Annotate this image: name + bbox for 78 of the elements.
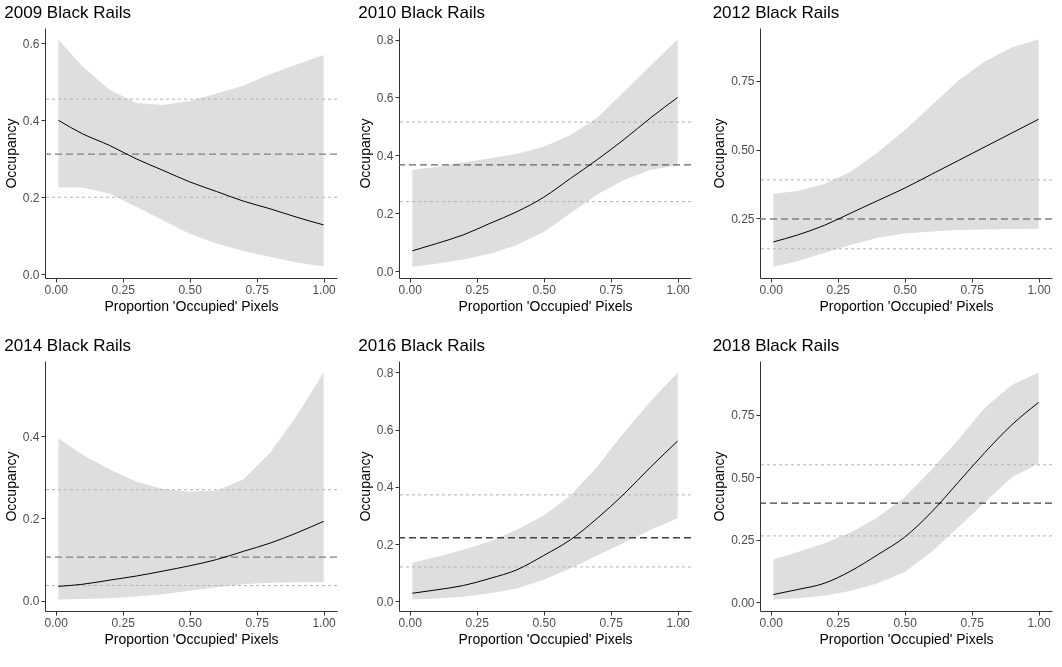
x-axis-title: Proportion 'Occupied' Pixels xyxy=(104,630,279,647)
y-tick-label: 0.6 xyxy=(376,90,394,105)
y-tick-label: 0.0 xyxy=(22,267,40,282)
y-tick-label: 0.00 xyxy=(731,595,755,610)
y-axis-title: Occupancy xyxy=(2,118,19,189)
y-tick-label: 0.75 xyxy=(731,408,755,423)
chart-title: 2010 Black Rails xyxy=(358,3,485,22)
y-tick-label: 0.0 xyxy=(22,594,40,609)
line-series xyxy=(411,96,679,252)
x-tick-label: 0.50 xyxy=(532,615,557,630)
y-tick-label: 0.2 xyxy=(376,537,394,552)
line-series xyxy=(411,440,679,594)
y-tick-label: 0.2 xyxy=(22,511,40,526)
x-tick-label: 0.25 xyxy=(826,282,851,297)
chart-title: 2012 Black Rails xyxy=(712,3,840,22)
x-tick-label: 0.00 xyxy=(398,615,423,630)
x-tick-label: 0.00 xyxy=(44,282,69,297)
x-tick-label: 0.50 xyxy=(893,282,918,297)
x-tick-label: 1.00 xyxy=(312,615,337,630)
chart-title: 2018 Black Rails xyxy=(712,336,840,355)
y-tick-label: 0.50 xyxy=(731,470,755,485)
chart-title: 2009 Black Rails xyxy=(4,3,131,22)
x-tick-label: 0.50 xyxy=(178,282,203,297)
x-tick-label: 0.75 xyxy=(245,615,270,630)
x-tick-label: 0.75 xyxy=(599,282,624,297)
y-tick-label: 0.8 xyxy=(376,33,394,48)
x-tick-label: 0.75 xyxy=(245,282,270,297)
x-tick-label: 0.25 xyxy=(465,282,490,297)
x-tick-label: 0.50 xyxy=(893,615,918,630)
y-tick-label: 0.25 xyxy=(731,211,755,226)
x-tick-label: 0.00 xyxy=(398,282,423,297)
x-axis-title: Proportion 'Occupied' Pixels xyxy=(819,297,994,314)
y-tick-label: 0.6 xyxy=(376,423,394,438)
y-tick-label: 0.4 xyxy=(376,148,394,163)
y-tick-label: 0.4 xyxy=(22,113,40,128)
y-tick-label: 0.50 xyxy=(731,143,755,158)
x-tick-label: 0.25 xyxy=(465,615,490,630)
line-series xyxy=(772,118,1040,243)
x-tick-label: 0.00 xyxy=(759,282,784,297)
x-tick-label: 0.75 xyxy=(960,282,985,297)
x-tick-label: 0.25 xyxy=(111,282,136,297)
line-series xyxy=(57,520,325,587)
x-axis-title: Proportion 'Occupied' Pixels xyxy=(104,297,279,314)
y-tick-label: 0.75 xyxy=(731,74,755,89)
y-axis-title: Occupancy xyxy=(356,118,373,189)
y-tick-label: 0.25 xyxy=(731,533,755,548)
y-tick-label: 0.2 xyxy=(376,206,394,221)
y-tick-label: 0.0 xyxy=(376,264,394,279)
chart-title: 2016 Black Rails xyxy=(358,336,485,355)
x-axis-title: Proportion 'Occupied' Pixels xyxy=(458,630,633,647)
y-tick-label: 0.4 xyxy=(376,480,394,495)
y-axis-title: Occupancy xyxy=(2,451,19,522)
x-tick-label: 1.00 xyxy=(1027,615,1052,630)
y-tick-label: 0.8 xyxy=(376,365,394,380)
x-tick-label: 1.00 xyxy=(1027,282,1052,297)
x-tick-label: 0.25 xyxy=(826,615,851,630)
x-tick-label: 0.75 xyxy=(960,615,985,630)
x-tick-label: 0.50 xyxy=(532,282,557,297)
y-tick-label: 0.4 xyxy=(22,429,40,444)
chart-title: 2014 Black Rails xyxy=(4,336,131,355)
x-axis-title: Proportion 'Occupied' Pixels xyxy=(458,297,633,314)
x-tick-label: 1.00 xyxy=(666,282,691,297)
y-tick-label: 0.2 xyxy=(22,190,40,205)
line-series xyxy=(57,119,325,226)
line-series xyxy=(772,401,1040,596)
x-axis-title: Proportion 'Occupied' Pixels xyxy=(819,630,994,647)
x-tick-label: 0.00 xyxy=(44,615,69,630)
x-tick-label: 0.00 xyxy=(759,615,784,630)
x-tick-label: 1.00 xyxy=(312,282,337,297)
y-axis-title: Occupancy xyxy=(711,451,728,522)
x-tick-label: 0.75 xyxy=(599,615,624,630)
x-tick-label: 0.50 xyxy=(178,615,203,630)
y-axis-title: Occupancy xyxy=(356,451,373,522)
y-tick-label: 0.0 xyxy=(376,594,394,609)
y-tick-label: 0.6 xyxy=(22,36,40,51)
y-axis-title: Occupancy xyxy=(711,118,728,189)
x-tick-label: 0.25 xyxy=(111,615,136,630)
x-tick-label: 1.00 xyxy=(666,615,691,630)
